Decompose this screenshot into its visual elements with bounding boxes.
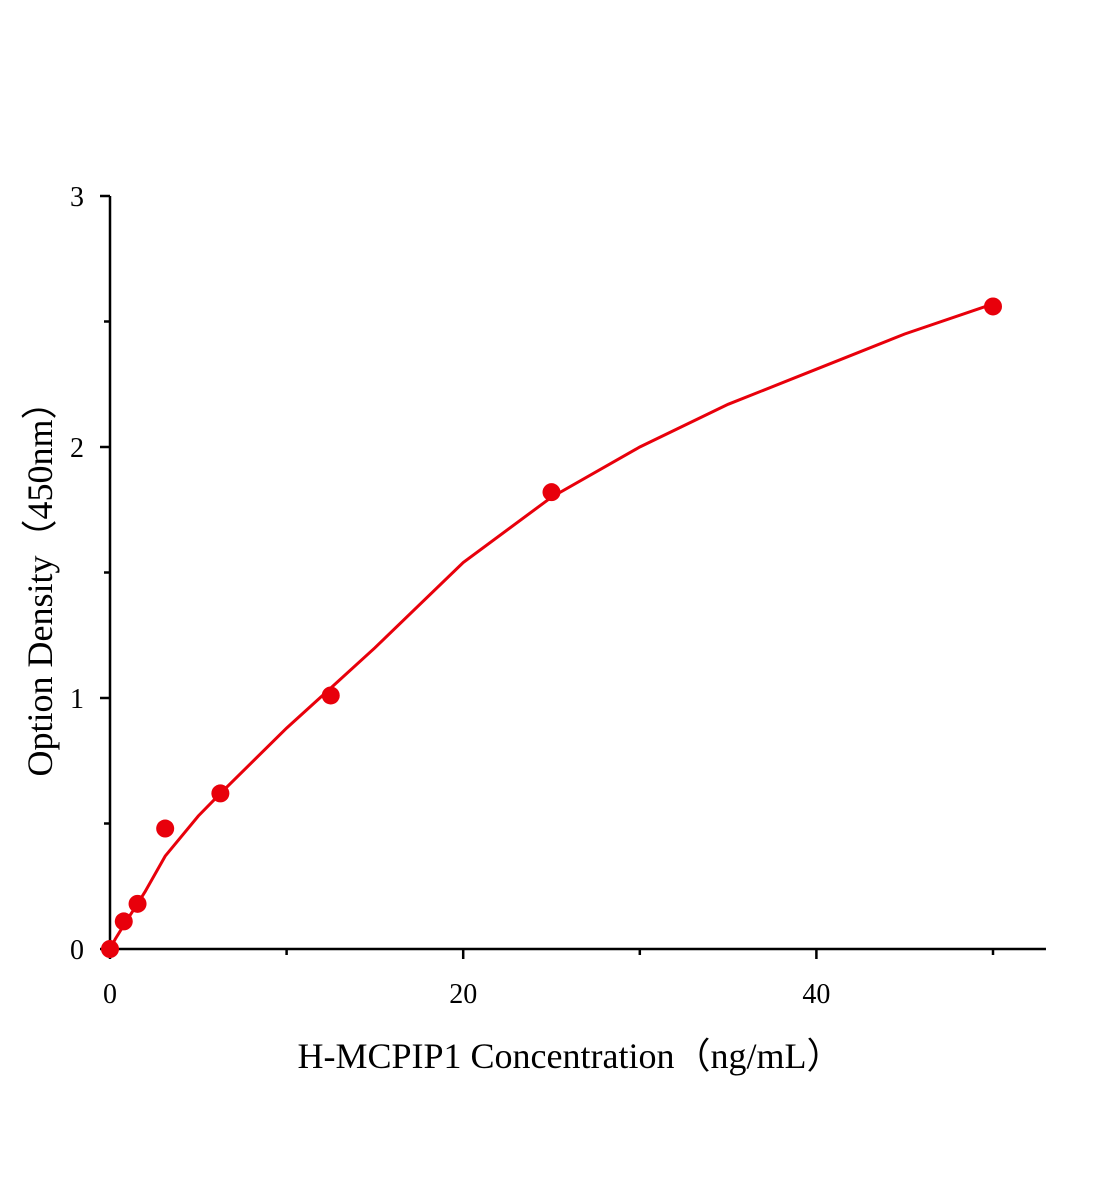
data-point [984, 297, 1002, 316]
y-tick-label: 0 [70, 935, 84, 966]
fit-curve [108, 302, 994, 950]
x-tick-label: 0 [103, 979, 117, 1010]
data-point [156, 819, 175, 838]
x-tick-label: 40 [802, 979, 830, 1010]
data-point [128, 894, 147, 913]
data-point [211, 784, 230, 803]
data-point [542, 483, 561, 502]
x-axis-label: H-MCPIP1 Concentration（ng/mL） [298, 1036, 843, 1076]
data-point [101, 940, 119, 958]
y-tick-label: 3 [70, 182, 84, 213]
x-tick-label: 20 [449, 979, 477, 1010]
data-point [114, 912, 133, 931]
y-tick-label: 1 [70, 684, 84, 715]
axes [100, 194, 1046, 959]
y-tick-label: 2 [70, 433, 84, 464]
data-points [101, 297, 1002, 958]
y-axis-label: Option Density（450nm） [20, 384, 60, 777]
data-point [321, 686, 340, 705]
tick-labels: 0 20 40 0 1 2 3 [70, 182, 830, 1010]
